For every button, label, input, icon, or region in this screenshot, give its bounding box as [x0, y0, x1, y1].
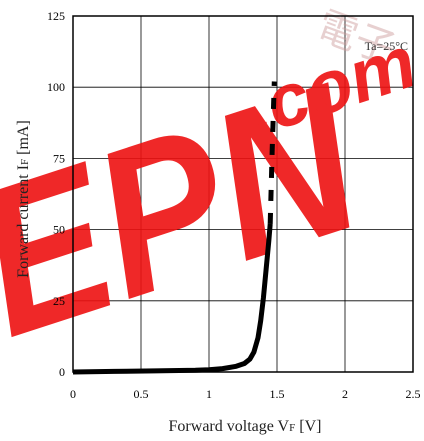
y-axis-title-subscript: F	[19, 159, 31, 165]
x-tick-label: 2	[342, 387, 348, 401]
plot-area-frame	[72, 15, 414, 373]
x-tick-label: 0.5	[134, 387, 149, 401]
x-tick-label: 1	[206, 387, 212, 401]
x-axis-title-unit: [V]	[295, 418, 321, 435]
x-tick-label: 0	[70, 387, 76, 401]
series-line-dashed	[267, 81, 277, 224]
y-tick-label: 0	[59, 365, 65, 379]
y-tick-label: 50	[53, 223, 65, 237]
temperature-annotation: Ta=25°C	[365, 39, 408, 53]
x-axis-title-main: Forward voltage V	[169, 418, 290, 435]
x-axis-title-subscript: F	[289, 422, 295, 434]
y-tick-label: 125	[47, 9, 65, 23]
epn-logo: EPN.com	[0, 20, 424, 381]
series-line-solid	[72, 223, 273, 375]
y-tick-label: 75	[53, 151, 65, 165]
x-axis-tick-labels: 0 0.5 1 1.5 2 2.5	[70, 387, 421, 401]
y-axis-tick-labels: 0 25 50 75 100 125	[47, 9, 65, 379]
x-tick-label: 1.5	[270, 387, 285, 401]
x-axis-title: Forward voltage VF [V]	[169, 418, 322, 435]
y-axis-title-main: Forward current I	[15, 165, 32, 278]
chart-grid	[73, 16, 413, 372]
y-axis-title-unit: [mA]	[15, 120, 32, 159]
chart-series-layer	[72, 81, 277, 375]
y-axis-title: Forward current IF [mA]	[15, 120, 32, 278]
y-tick-label: 100	[47, 80, 65, 94]
x-tick-label: 2.5	[406, 387, 421, 401]
y-tick-label: 25	[53, 294, 65, 308]
